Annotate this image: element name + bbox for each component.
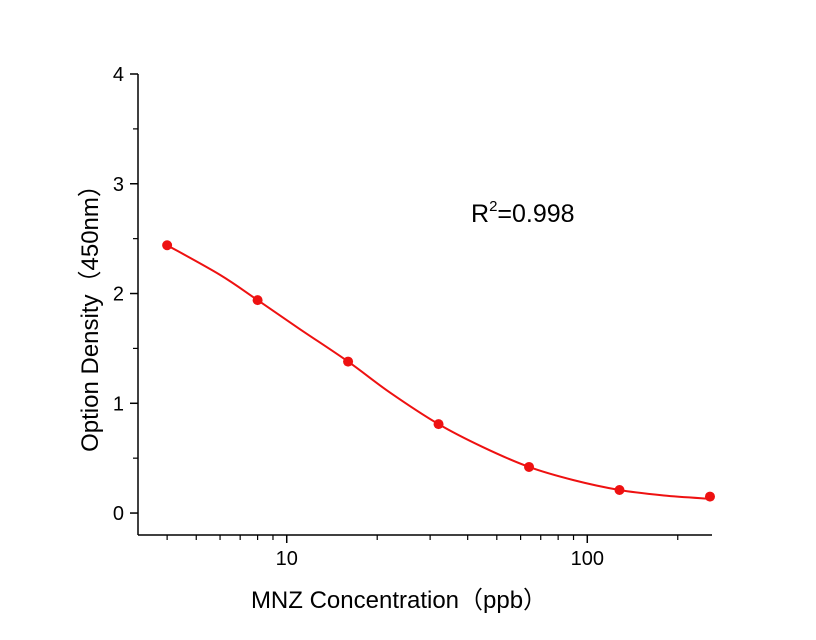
data-point xyxy=(704,491,715,502)
r-squared-value: =0.998 xyxy=(497,200,574,228)
data-point xyxy=(252,295,263,306)
y-tick-label: 3 xyxy=(113,174,124,196)
x-axis-ticks: 10 100 xyxy=(166,535,679,570)
data-point xyxy=(614,484,625,495)
r-squared-annotation: R2=0.998 xyxy=(471,198,575,228)
data-point xyxy=(162,240,173,251)
data-point xyxy=(433,419,444,430)
fit-curve xyxy=(166,244,711,500)
y-tick-label: 1 xyxy=(113,393,124,415)
y-axis-ticks: 0 1 2 3 4 xyxy=(113,64,138,525)
y-tick-label: 0 xyxy=(113,503,124,525)
data-point xyxy=(524,461,535,472)
data-series xyxy=(162,240,715,502)
x-tick-label: 10 xyxy=(276,548,298,570)
x-tick-label: 100 xyxy=(571,548,604,570)
y-tick-label: 2 xyxy=(113,284,124,306)
axes: 0 1 2 3 4 10 100 xyxy=(113,64,712,570)
y-axis-title: Option Density（450nm） xyxy=(77,173,104,452)
y-tick-label: 4 xyxy=(113,64,124,86)
r-squared-prefix: R xyxy=(471,200,489,228)
data-point xyxy=(343,356,354,367)
r-squared-superscript: 2 xyxy=(489,198,497,215)
x-axis-title: MNZ Concentration（ppb） xyxy=(251,587,547,614)
